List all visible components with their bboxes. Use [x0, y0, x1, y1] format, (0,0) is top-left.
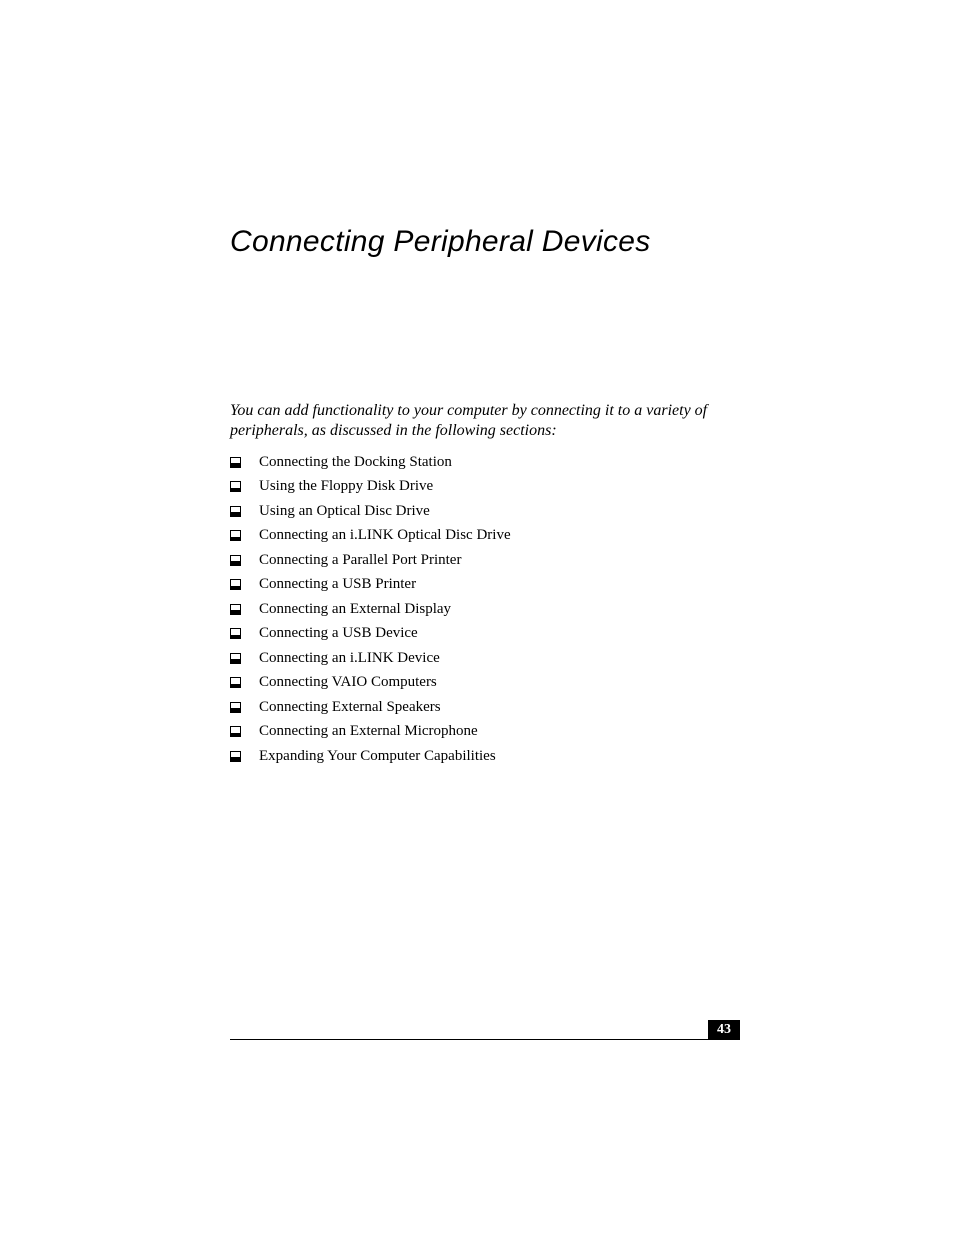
- checkbox-bullet-icon: [230, 579, 241, 590]
- list-item: Connecting an i.LINK Optical Disc Drive: [230, 527, 740, 544]
- list-item: Connecting a USB Printer: [230, 576, 740, 593]
- checkbox-bullet-icon: [230, 726, 241, 737]
- footer-divider: [230, 1039, 740, 1040]
- topic-label: Expanding Your Computer Capabilities: [259, 748, 740, 765]
- topic-label: Connecting an i.LINK Device: [259, 650, 740, 667]
- checkbox-bullet-icon: [230, 628, 241, 639]
- list-item: Connecting an i.LINK Device: [230, 650, 740, 667]
- topic-label: Connecting the Docking Station: [259, 454, 740, 471]
- page-footer: 43: [230, 1039, 740, 1040]
- checkbox-bullet-icon: [230, 481, 241, 492]
- list-item: Connecting an External Microphone: [230, 723, 740, 740]
- topic-label: Connecting VAIO Computers: [259, 674, 740, 691]
- checkbox-bullet-icon: [230, 653, 241, 664]
- topic-label: Using the Floppy Disk Drive: [259, 478, 740, 495]
- checkbox-bullet-icon: [230, 457, 241, 468]
- checkbox-bullet-icon: [230, 555, 241, 566]
- list-item: Expanding Your Computer Capabilities: [230, 748, 740, 765]
- list-item: Using the Floppy Disk Drive: [230, 478, 740, 495]
- list-item: Connecting the Docking Station: [230, 454, 740, 471]
- topic-label: Connecting a Parallel Port Printer: [259, 552, 740, 569]
- list-item: Connecting a Parallel Port Printer: [230, 552, 740, 569]
- topic-label: Connecting a USB Printer: [259, 576, 740, 593]
- checkbox-bullet-icon: [230, 506, 241, 517]
- chapter-title: Connecting Peripheral Devices: [230, 225, 740, 259]
- page-number: 43: [708, 1020, 740, 1040]
- topic-label: Connecting a USB Device: [259, 625, 740, 642]
- page-content: Connecting Peripheral Devices You can ad…: [230, 225, 740, 772]
- checkbox-bullet-icon: [230, 751, 241, 762]
- list-item: Connecting an External Display: [230, 601, 740, 618]
- topic-label: Connecting an External Display: [259, 601, 740, 618]
- list-item: Connecting External Speakers: [230, 699, 740, 716]
- topic-label: Connecting External Speakers: [259, 699, 740, 716]
- list-item: Using an Optical Disc Drive: [230, 503, 740, 520]
- topic-label: Using an Optical Disc Drive: [259, 503, 740, 520]
- checkbox-bullet-icon: [230, 677, 241, 688]
- topic-label: Connecting an External Microphone: [259, 723, 740, 740]
- checkbox-bullet-icon: [230, 604, 241, 615]
- intro-paragraph: You can add functionality to your comput…: [230, 401, 740, 442]
- list-item: Connecting VAIO Computers: [230, 674, 740, 691]
- topic-list: Connecting the Docking Station Using the…: [230, 454, 740, 765]
- checkbox-bullet-icon: [230, 702, 241, 713]
- list-item: Connecting a USB Device: [230, 625, 740, 642]
- checkbox-bullet-icon: [230, 530, 241, 541]
- topic-label: Connecting an i.LINK Optical Disc Drive: [259, 527, 740, 544]
